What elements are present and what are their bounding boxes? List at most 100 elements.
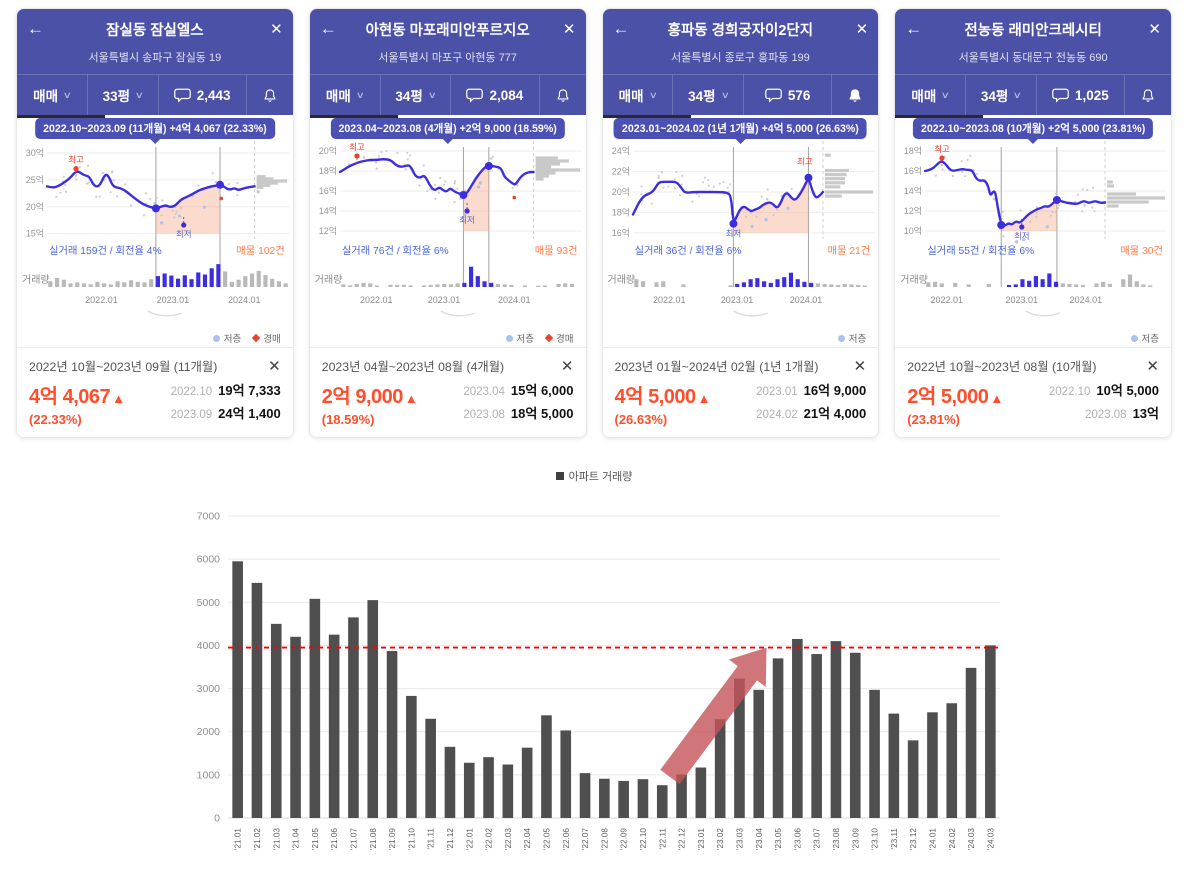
svg-text:'23.12: '23.12 [909, 828, 918, 850]
legend-label: 저층 [223, 334, 242, 345]
svg-text:'21.03: '21.03 [272, 828, 281, 850]
svg-text:'24.02: '24.02 [948, 828, 957, 850]
legend-item-auction: 경매 [252, 331, 281, 345]
svg-text:20억: 20억 [26, 201, 44, 212]
price-value: 18억 5,000 [510, 406, 574, 421]
close-icon[interactable]: ✕ [1148, 21, 1161, 38]
trade-type-select[interactable]: 매매 ∨ [310, 75, 381, 115]
summary-close-icon[interactable]: ✕ [853, 358, 867, 375]
price-value: 19억 7,333 [218, 383, 281, 398]
summary-close-icon[interactable]: ✕ [560, 358, 574, 375]
up-triangle-icon: ▲ [112, 391, 126, 406]
comments-button[interactable]: 2,084 [451, 75, 540, 115]
price-row: 2023.09 24억 1,400 [171, 403, 281, 426]
price-date: 2023.08 [463, 409, 505, 421]
chevron-down-icon: ∨ [940, 89, 951, 100]
svg-text:'24.03: '24.03 [986, 828, 995, 850]
price-value: 15억 6,000 [510, 383, 574, 398]
svg-text:2023.01: 2023.01 [1006, 295, 1039, 305]
back-arrow-icon[interactable]: ← [612, 19, 630, 38]
price-row: 2023.01 16억 9,000 [756, 380, 866, 403]
volume-axis-label: 거래량 [900, 275, 928, 286]
trade-type-select[interactable]: 매매 ∨ [895, 75, 967, 115]
panel-header: ← 잠실동 잠실엘스 ✕ 서울특별시 송파구 잠실동 19 매매 ∨ 33평 ∨ [17, 9, 293, 115]
svg-text:25억: 25억 [26, 174, 44, 185]
svg-text:'21.02: '21.02 [253, 828, 262, 850]
svg-text:'22.10: '22.10 [639, 828, 648, 850]
change-summary: 2023년 01월~2024년 02월 (1년 1개월) ✕ 4억 5,000 ▲… [602, 347, 879, 437]
bell-icon [1142, 88, 1154, 102]
back-arrow-icon[interactable]: ← [319, 19, 337, 38]
bell-button[interactable] [540, 75, 586, 115]
svg-text:'22.12: '22.12 [678, 828, 687, 850]
comment-icon [765, 88, 782, 103]
svg-text:2023.01: 2023.01 [428, 295, 461, 305]
size-select[interactable]: 34평 ∨ [381, 75, 452, 115]
summary-close-icon[interactable]: ✕ [268, 358, 281, 375]
chart-legend: 저층 [895, 329, 1171, 347]
size-select[interactable]: 34평 ∨ [673, 75, 745, 115]
price-date: 2024.02 [756, 409, 798, 421]
svg-text:'22.05: '22.05 [542, 828, 551, 850]
svg-text:2000: 2000 [197, 726, 221, 738]
low-floor-marker-icon [505, 334, 513, 342]
comments-button[interactable]: 2,443 [159, 75, 247, 115]
svg-text:2024.01: 2024.01 [789, 295, 822, 305]
change-summary: 2022년 10월~2023년 09월 (11개월) ✕ 4억 4,067 ▲ (… [17, 347, 293, 437]
size-select[interactable]: 33평 ∨ [88, 75, 159, 115]
chart-legend: 저층 [603, 329, 879, 347]
close-icon[interactable]: ✕ [270, 21, 283, 38]
chart-legend: 저층 경매 [310, 329, 586, 347]
summary-close-icon[interactable]: ✕ [1146, 358, 1159, 375]
trade-type-label: 매매 [33, 89, 58, 104]
listing-count-text: 매물 30건 [1120, 246, 1163, 257]
bell-button[interactable] [1125, 75, 1171, 115]
svg-text:최저: 최저 [1014, 231, 1030, 241]
size-select[interactable]: 34평 ∨ [966, 75, 1037, 115]
svg-text:'22.08: '22.08 [600, 828, 609, 850]
deal-count-text: 실거래 76건 / 회전율 6% [341, 246, 449, 257]
chevron-down-icon: ∨ [1012, 89, 1023, 100]
summary-period: 2022년 10월~2023년 09월 (11개월) [29, 360, 218, 374]
bar-chart: 0 1000 2000 3000 4000 5000 6000 7000 '21.01 '21.0… [197, 511, 1000, 850]
price-date: 2022.10 [170, 386, 213, 398]
range-tooltip: 2022.10~2023.08 (10개월) +2억 5,000 (23.81%… [913, 118, 1154, 144]
chevron-down-icon: ∨ [427, 89, 437, 100]
bar-chart-legend: 아파트 거래량 [180, 468, 1008, 484]
trade-type-select[interactable]: 매매 ∨ [603, 75, 674, 115]
trade-type-select[interactable]: 매매 ∨ [17, 75, 88, 115]
price-value: 24억 1,400 [218, 406, 281, 421]
svg-text:'23.04: '23.04 [755, 828, 764, 850]
close-icon[interactable]: ✕ [855, 21, 869, 38]
comment-count: 2,443 [196, 87, 231, 103]
up-triangle-icon: ▲ [404, 391, 418, 406]
svg-text:2024.01: 2024.01 [1070, 295, 1103, 305]
svg-text:3000: 3000 [197, 683, 221, 695]
svg-text:'23.01: '23.01 [697, 828, 706, 850]
panel-header: ← 홍파동 경희궁자이2단지 ✕ 서울특별시 종로구 홍파동 199 매매 ∨ … [602, 9, 879, 115]
comments-button[interactable]: 1,025 [1037, 75, 1125, 115]
chevron-down-icon: ∨ [648, 89, 658, 100]
back-arrow-icon[interactable]: ← [27, 19, 44, 38]
price-row: 2023.04 15억 6,000 [463, 380, 573, 403]
size-label: 33평 [102, 89, 131, 104]
svg-text:'21.09: '21.09 [388, 828, 397, 850]
legend-swatch [555, 472, 564, 480]
deal-count-text: 실거래 159건 / 회전율 4% [49, 246, 162, 257]
svg-text:'22.04: '22.04 [523, 828, 532, 850]
comment-icon [173, 88, 191, 103]
svg-text:18억: 18억 [611, 206, 629, 217]
chevron-down-icon: ∨ [720, 89, 730, 100]
svg-text:'22.03: '22.03 [504, 828, 513, 850]
close-icon[interactable]: ✕ [562, 21, 576, 38]
comments-button[interactable]: 576 [744, 75, 833, 115]
legend-item-low: 저층 [837, 331, 866, 345]
back-arrow-icon[interactable]: ← [905, 19, 923, 38]
bell-button[interactable] [247, 75, 293, 115]
svg-text:2023.01: 2023.01 [720, 295, 753, 305]
bell-button[interactable] [832, 75, 878, 115]
